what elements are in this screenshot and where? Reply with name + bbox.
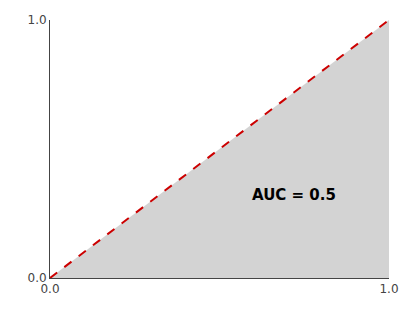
svg-text:0.0: 0.0 — [28, 271, 47, 285]
svg-text:AUC = 0.5: AUC = 0.5 — [252, 186, 336, 204]
svg-text:1.0: 1.0 — [379, 282, 398, 296]
svg-text:0.0: 0.0 — [40, 282, 59, 296]
svg-text:1.0: 1.0 — [28, 13, 47, 27]
